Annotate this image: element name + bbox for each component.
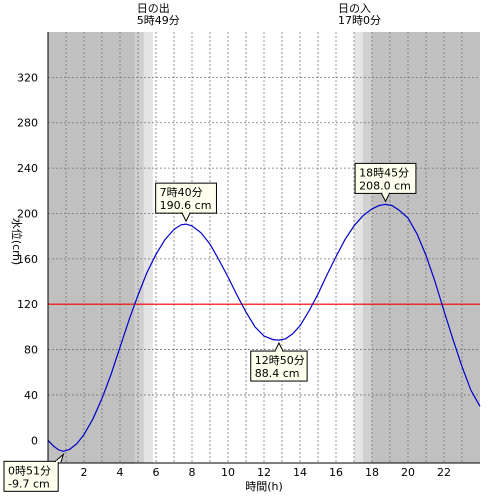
sunrise-label: 日の出 [137,1,170,15]
y-tick-label: 280 [17,117,38,130]
x-tick-label: 8 [189,466,196,479]
callout-time: 18時45分 [359,166,409,179]
x-axis-title: 時間(h) [245,480,283,493]
y-tick-label: 320 [17,71,38,84]
axes [47,32,480,464]
water-level-line [47,203,481,452]
y-tick-label: 0 [31,434,38,447]
x-tick-label: 12 [257,466,271,479]
callout-time: 12時50分 [255,354,305,367]
callout-value: 190.6 cm [160,199,212,212]
sunset-label: 日の入 [338,2,371,15]
y-tick-label: 240 [17,162,38,175]
y-tick-label: 160 [17,253,38,266]
y-tick-label: 120 [17,298,38,311]
y-axis-title: 水位(cm) [10,218,24,265]
callout-box [250,350,308,382]
callout-box [354,162,417,194]
water-level-series [47,203,481,452]
dusk-twilight-dark [363,32,372,463]
y-tick-label: 40 [24,389,38,402]
callout-box [3,460,59,492]
x-tick-label: 10 [221,466,235,479]
dusk-twilight-light [354,32,363,463]
callout-value: 208.0 cm [359,179,411,192]
x-tick-label: 22 [437,466,451,479]
x-tick-label: 20 [401,466,415,479]
dawn-twilight-light [143,32,153,463]
x-tick-label: 4 [117,466,124,479]
dawn-twilight-dark [134,32,144,463]
callout-value: 88.4 cm [255,367,300,380]
day-night-shading [48,32,480,463]
x-tick-label: 18 [365,466,379,479]
callout: 0時51分-9.7 cm [3,452,65,492]
x-tick-label: 14 [293,466,307,479]
sunset-time: 17時0分 [338,14,381,27]
callout-value: -9.7 cm [8,477,50,490]
sunrise-time: 5時49分 [137,14,180,27]
callout-time: 0時51分 [8,464,51,477]
daytime-shading [152,32,354,463]
y-tick-label: 80 [24,344,38,357]
x-tick-label: 2 [81,466,88,479]
y-tick-label: 200 [17,207,38,220]
labels: 0246810121416182022040801201602002402803… [10,1,451,493]
callout-time: 7時40分 [160,186,203,199]
callout-box [155,182,217,214]
x-tick-label: 16 [329,466,343,479]
x-tick-label: 6 [153,466,160,479]
